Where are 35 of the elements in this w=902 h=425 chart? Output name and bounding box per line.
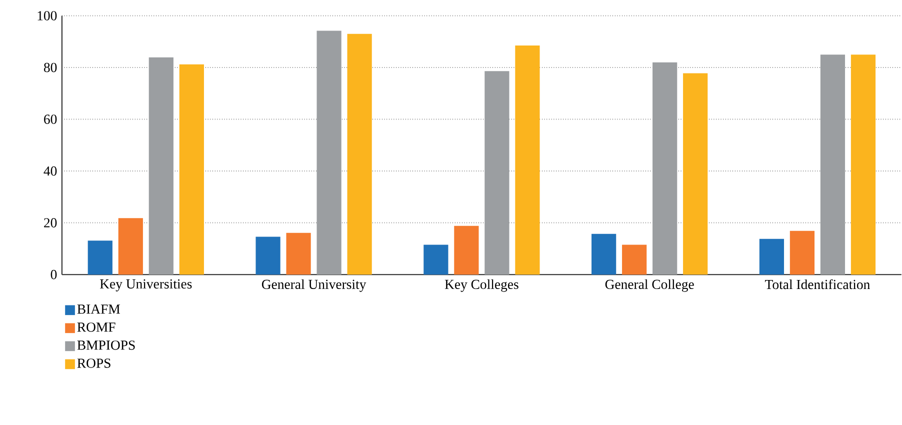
y-tick-label: 0 <box>50 270 57 280</box>
y-tick-label: 40 <box>44 166 57 176</box>
bar <box>88 240 112 275</box>
bar <box>316 30 342 275</box>
x-tick-label: General University <box>262 279 366 292</box>
y-tick-label: 20 <box>44 218 57 228</box>
bar <box>179 64 204 275</box>
x-tick-label: Key Colleges <box>444 279 518 292</box>
bar <box>850 54 876 275</box>
bar <box>515 45 540 275</box>
legend-label: ROMF <box>77 322 116 332</box>
bar <box>790 230 815 275</box>
legend-label: BMPIOPS <box>77 340 135 350</box>
bar <box>148 57 174 275</box>
x-tick-label: Total Identification <box>765 279 870 290</box>
bar <box>286 232 311 275</box>
bar <box>256 236 280 275</box>
y-tick-label: 80 <box>44 62 57 72</box>
bar <box>118 218 143 275</box>
bar <box>484 71 510 275</box>
bar <box>592 234 616 275</box>
bar <box>759 238 784 275</box>
y-tick-label: 60 <box>44 114 57 124</box>
legend-label: BIAFM <box>77 304 120 314</box>
x-tick-label: General College <box>605 279 694 292</box>
bar <box>622 244 647 275</box>
bar <box>424 244 448 275</box>
legend-label: ROPS <box>77 358 110 368</box>
bar <box>820 54 846 275</box>
bar <box>652 62 678 275</box>
bar <box>347 34 372 275</box>
y-tick-label: 100 <box>38 11 57 20</box>
x-tick-label: Key Universities <box>100 279 192 292</box>
bar <box>683 73 708 275</box>
bar <box>454 226 479 275</box>
